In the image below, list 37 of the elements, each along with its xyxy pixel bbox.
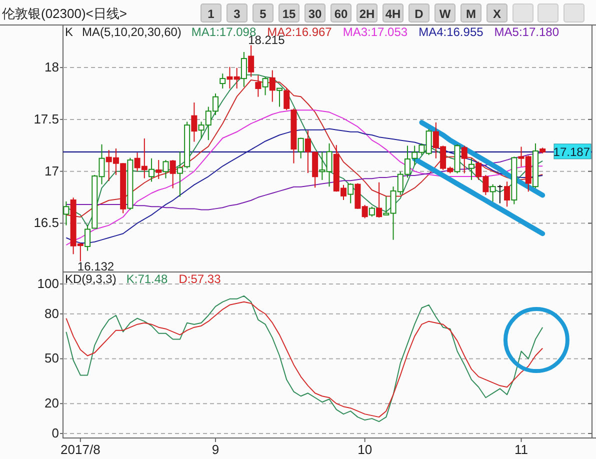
button: 2H (356, 4, 378, 22)
x-tick-label: 10 (358, 442, 372, 457)
y-tick-label: 18 (44, 60, 59, 75)
button: D (408, 4, 430, 22)
y-tick-label: 80 (44, 306, 59, 321)
y-tick-label: 17.5 (34, 111, 59, 126)
x-tick-label: 2017/8 (60, 442, 100, 457)
legend-title: MA(5,10,20,30,60) (82, 25, 182, 39)
button: M (460, 4, 482, 22)
x-tick-label: 11 (514, 442, 528, 457)
text: 伦敦银(02300)<日线> (2, 6, 127, 21)
series-label: D:57.33 (178, 272, 222, 286)
button: 1 (200, 4, 222, 22)
text: MA3:17.053 (342, 25, 408, 39)
button: 4H (382, 4, 404, 22)
y-tick-label: 16.5 (34, 215, 59, 230)
button: W (434, 4, 456, 22)
y-tick-label: 0 (52, 426, 59, 441)
button: X (486, 4, 508, 22)
text: MA4:16.955 (418, 25, 484, 39)
text: MA5:17.180 (494, 25, 560, 39)
legend-title: KD(9,3,3) (65, 272, 116, 286)
annotation: 16.132 (77, 259, 114, 274)
text: K:71.48 (126, 272, 168, 286)
button: 30 (304, 4, 326, 22)
ref-label: 17.187 (553, 144, 592, 160)
line-series (66, 110, 544, 246)
y-tick-label: 17 (44, 163, 59, 178)
x-tick-label: 9 (212, 442, 220, 457)
y-tick-label: 50 (44, 350, 59, 366)
button: 60 (330, 4, 352, 22)
button: 15 (278, 4, 300, 22)
button: 3 (226, 4, 248, 22)
chart-subtitle: K (65, 25, 74, 39)
button: 5 (252, 4, 274, 22)
y-tick-label: 20 (44, 396, 59, 411)
y-tick-label: 100 (37, 276, 59, 291)
